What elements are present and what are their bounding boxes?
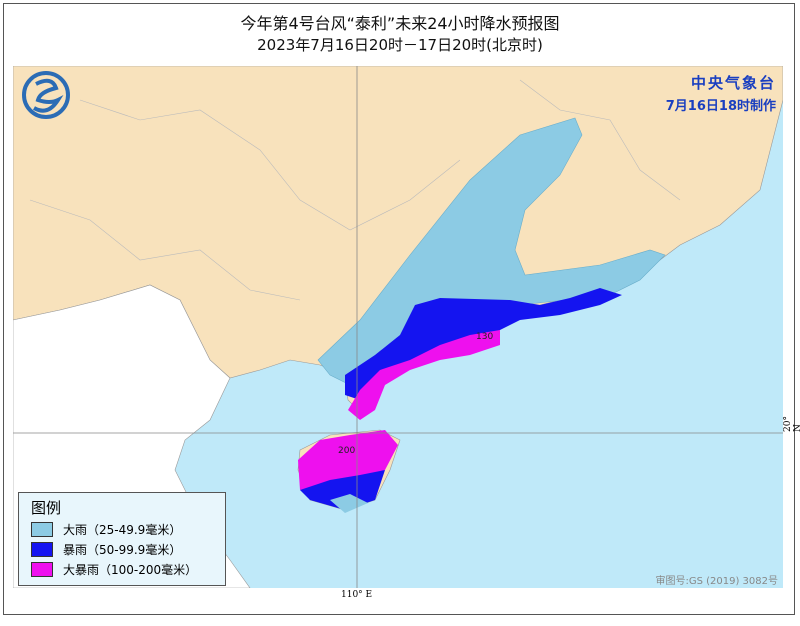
hainan-severe-rainstorm [298, 430, 398, 490]
legend-label: 大雨（25-49.9毫米） [63, 523, 182, 537]
province-border [519, 79, 681, 201]
agency-stamp: 中央气象台 7月16日18时制作 [666, 72, 776, 114]
max-value-label: 130 [476, 332, 493, 342]
province-border [29, 199, 301, 301]
province-border [79, 99, 461, 231]
longitude-label: 110° E [341, 590, 373, 600]
cma-logo [22, 71, 70, 119]
hainan-heavy-rain [330, 494, 368, 513]
legend-swatch [31, 562, 53, 577]
map-subtitle: 2023年7月16日20时－17日20时(北京时) [257, 36, 543, 54]
legend-swatch [31, 542, 53, 557]
approval-number: 审图号:GS (2019) 3082号 [655, 576, 778, 587]
legend-label: 大暴雨（100-200毫米） [63, 563, 198, 577]
max-value-label: 200 [338, 446, 355, 456]
map-title: 今年第4号台风“泰利”未来24小时降水预报图 [240, 14, 560, 33]
severe-rainstorm-area [348, 330, 500, 420]
made-time: 7月16日18时制作 [665, 99, 776, 114]
rainstorm-area [345, 288, 622, 400]
legend-item-heavy-rain: 大雨（25-49.9毫米） [31, 521, 181, 538]
legend-item-rainstorm: 暴雨（50-99.9毫米） [31, 541, 181, 558]
latitude-label: 20° N [783, 416, 800, 432]
legend-item-severe-rainstorm: 大暴雨（100-200毫米） [31, 561, 197, 578]
hainan-rainstorm [300, 470, 385, 510]
legend-label: 暴雨（50-99.9毫米） [63, 543, 182, 557]
agency-name: 中央气象台 [690, 74, 776, 92]
legend-title: 图例 [31, 499, 62, 517]
frame [3, 3, 795, 615]
legend: 图例 大雨（25-49.9毫米） 暴雨（50-99.9毫米） 大暴雨（100-2… [18, 492, 226, 586]
legend-swatch [31, 522, 53, 537]
